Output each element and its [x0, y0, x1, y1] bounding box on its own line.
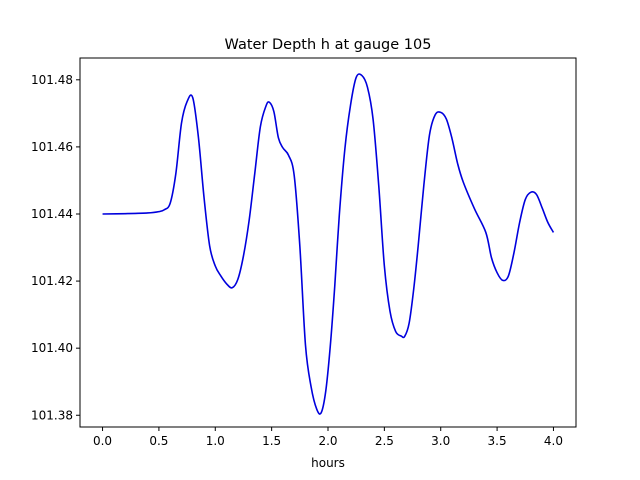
y-tick-label: 101.44	[31, 207, 73, 221]
x-tick-label: 3.0	[431, 434, 450, 448]
plot-area	[102, 73, 555, 415]
series-line-0	[102, 73, 555, 415]
x-tick-label: 1.5	[262, 434, 281, 448]
x-axis-ticks: 0.0 0.5 1.0 1.5 2.0 2.5 3.0 3.5 4.0	[93, 427, 563, 448]
y-tick-label: 101.46	[31, 140, 73, 154]
x-tick-label: 1.0	[206, 434, 225, 448]
x-tick-label: 2.5	[375, 434, 394, 448]
y-tick-label: 101.42	[31, 274, 73, 288]
y-axis-ticks: 101.38 101.40 101.42 101.44 101.46 101.48	[31, 73, 80, 422]
y-tick-label: 101.40	[31, 341, 73, 355]
x-tick-label: 0.0	[93, 434, 112, 448]
y-tick-label: 101.48	[31, 73, 73, 87]
y-tick-label: 101.38	[31, 408, 73, 422]
x-axis-label: hours	[311, 456, 345, 470]
x-tick-label: 0.5	[149, 434, 168, 448]
chart-title: Water Depth h at gauge 105	[225, 37, 432, 53]
x-tick-label: 3.5	[488, 434, 507, 448]
x-tick-label: 4.0	[544, 434, 563, 448]
x-tick-label: 2.0	[318, 434, 337, 448]
